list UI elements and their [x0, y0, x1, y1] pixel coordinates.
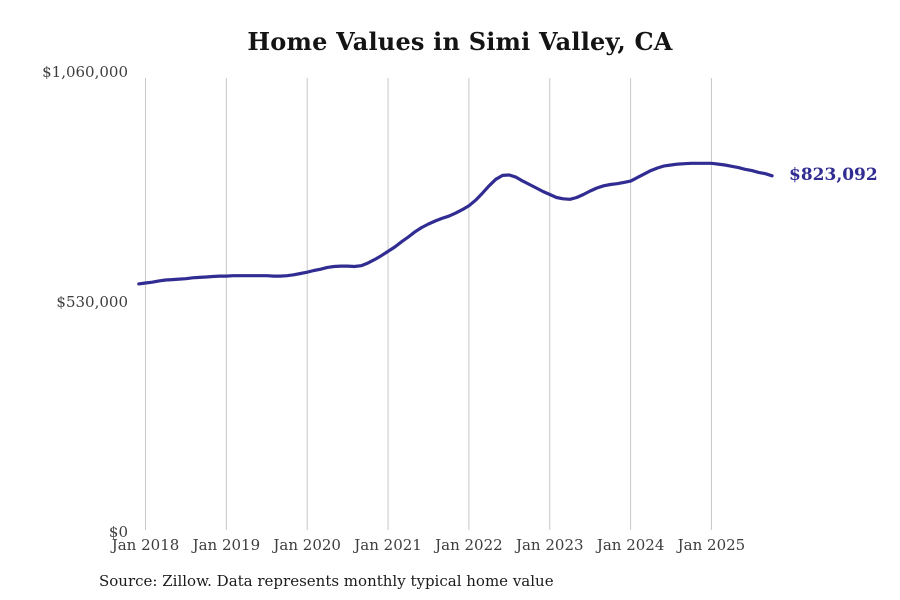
y-axis-tick-label: $530,000 [56, 293, 128, 311]
home-value-line [137, 161, 774, 286]
source-note: Source: Zillow. Data represents monthly … [99, 572, 554, 590]
latest-value-label: $823,092 [789, 164, 878, 185]
y-axis-tick-label: $1,060,000 [42, 63, 128, 81]
y-axis-tick-label: $0 [108, 523, 128, 541]
chart-title: Home Values in Simi Valley, CA [247, 27, 673, 56]
